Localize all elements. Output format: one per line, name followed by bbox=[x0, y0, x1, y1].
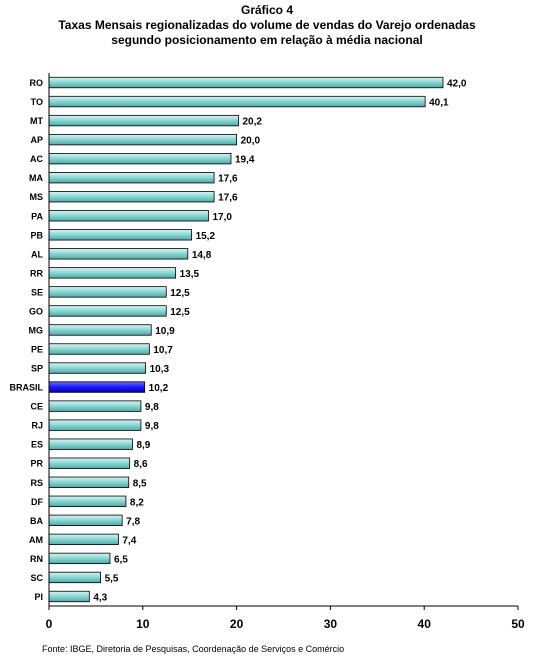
category-label: AL bbox=[31, 249, 43, 259]
category-label: SP bbox=[31, 364, 43, 374]
value-label: 15,2 bbox=[196, 231, 216, 242]
x-tick-label: 10 bbox=[136, 617, 150, 631]
bar-ce bbox=[48, 400, 142, 412]
value-label: 9,8 bbox=[145, 421, 159, 432]
value-label: 8,2 bbox=[130, 497, 144, 508]
chart-subtitle-line1: Taxas Mensais regionalizadas do volume d… bbox=[58, 18, 476, 32]
value-label: 5,5 bbox=[105, 573, 119, 584]
category-label: MS bbox=[30, 192, 44, 202]
bar-pi bbox=[48, 590, 90, 603]
category-label: SE bbox=[31, 287, 43, 297]
bar-sc bbox=[48, 571, 101, 584]
category-label: AM bbox=[29, 535, 43, 545]
category-label: TO bbox=[31, 97, 43, 107]
category-label: PA bbox=[31, 211, 43, 221]
category-label: PI bbox=[34, 592, 43, 602]
bar-brasil bbox=[48, 381, 146, 393]
bar-pe bbox=[48, 343, 150, 355]
value-label: 19,4 bbox=[235, 155, 255, 166]
value-label: 17,6 bbox=[218, 193, 238, 204]
bar-ba bbox=[48, 514, 123, 526]
chart-subtitle-line2: segundo posicionamento em relação à médi… bbox=[111, 33, 423, 47]
value-label: 42,0 bbox=[447, 79, 467, 90]
value-label: 8,6 bbox=[134, 459, 148, 470]
category-label: MT bbox=[30, 116, 43, 126]
bar-am bbox=[48, 533, 119, 546]
x-tick-label: 20 bbox=[230, 617, 244, 631]
value-label: 14,8 bbox=[192, 250, 212, 261]
value-label: 12,5 bbox=[170, 288, 190, 299]
category-label: PE bbox=[31, 345, 43, 355]
value-label: 20,2 bbox=[242, 117, 262, 128]
bar-pb bbox=[48, 229, 192, 241]
category-label: AC bbox=[30, 154, 43, 164]
bar-ap bbox=[48, 133, 238, 146]
bar-sp bbox=[48, 362, 147, 374]
value-label: 6,5 bbox=[114, 554, 128, 565]
category-label: MG bbox=[29, 325, 44, 335]
value-label: 10,7 bbox=[153, 345, 173, 356]
value-label: 7,8 bbox=[126, 516, 140, 527]
x-tick-label: 0 bbox=[46, 617, 53, 631]
category-label: DF bbox=[31, 497, 43, 507]
bar-rj bbox=[48, 419, 142, 431]
category-label: BA bbox=[30, 516, 43, 526]
value-label: 8,5 bbox=[133, 478, 147, 489]
category-label: SC bbox=[30, 573, 43, 583]
category-label: MA bbox=[29, 173, 43, 183]
x-tick-label: 50 bbox=[511, 617, 525, 631]
bar-ms bbox=[48, 191, 215, 203]
category-label: PB bbox=[30, 230, 43, 240]
value-label: 17,0 bbox=[212, 212, 232, 223]
bar-es bbox=[48, 438, 133, 450]
chart-title: Gráfico 4 bbox=[240, 3, 294, 17]
category-label: CE bbox=[30, 402, 43, 412]
bar-mg bbox=[48, 324, 152, 336]
bar-to bbox=[48, 95, 426, 108]
value-label: 9,8 bbox=[145, 402, 159, 413]
value-label: 13,5 bbox=[180, 269, 200, 280]
value-label: 10,9 bbox=[155, 326, 175, 337]
bar-go bbox=[48, 305, 167, 317]
x-tick-label: 40 bbox=[418, 617, 432, 631]
bar-rr bbox=[48, 267, 177, 279]
bar-mt bbox=[48, 114, 239, 127]
bar-ro bbox=[48, 76, 444, 89]
bar-rs bbox=[48, 476, 130, 488]
category-label: RN bbox=[30, 554, 43, 564]
value-label: 40,1 bbox=[429, 98, 449, 109]
source-note: Fonte: IBGE, Diretoria de Pesquisas, Coo… bbox=[42, 644, 345, 654]
bar-pa bbox=[48, 210, 209, 222]
category-label: PR bbox=[30, 459, 43, 469]
bar-ac bbox=[48, 153, 232, 165]
category-label: ES bbox=[31, 440, 43, 450]
value-label: 10,3 bbox=[150, 364, 170, 375]
category-label: AP bbox=[30, 135, 43, 145]
value-label: 4,3 bbox=[93, 592, 107, 603]
category-label: BRASIL bbox=[10, 383, 44, 393]
bar-rn bbox=[48, 552, 111, 565]
bar-df bbox=[48, 495, 127, 507]
bar-se bbox=[48, 286, 167, 298]
value-label: 17,6 bbox=[218, 174, 238, 185]
bar-al bbox=[48, 248, 189, 260]
category-label: RR bbox=[30, 268, 43, 278]
value-label: 12,5 bbox=[170, 307, 190, 318]
category-label: RO bbox=[30, 78, 44, 88]
value-label: 8,9 bbox=[136, 440, 150, 451]
value-label: 10,2 bbox=[149, 383, 169, 394]
value-label: 20,0 bbox=[241, 136, 261, 147]
bar-ma bbox=[48, 172, 215, 184]
category-label: GO bbox=[29, 306, 43, 316]
bar-pr bbox=[48, 457, 131, 469]
category-label: RJ bbox=[31, 421, 43, 431]
value-label: 7,4 bbox=[122, 535, 136, 546]
x-tick-label: 30 bbox=[324, 617, 338, 631]
category-label: RS bbox=[30, 478, 43, 488]
